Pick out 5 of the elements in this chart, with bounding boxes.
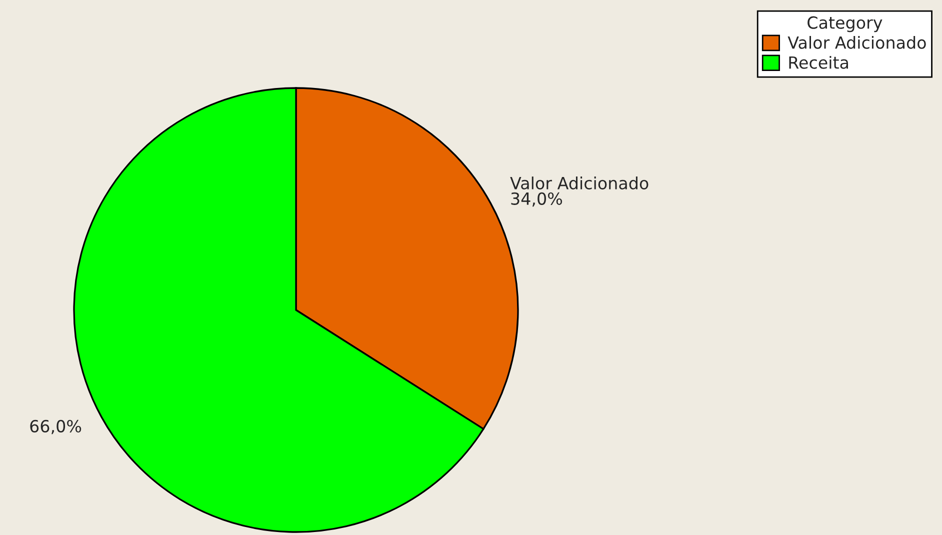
data-label: Valor Adicionado 34,0%	[510, 176, 648, 207]
data-label: 66,0%	[30, 420, 82, 434]
legend-label: Valor Adicionado	[788, 36, 926, 49]
legend-title: Category	[808, 16, 882, 32]
legend-label: Receita	[789, 56, 848, 69]
